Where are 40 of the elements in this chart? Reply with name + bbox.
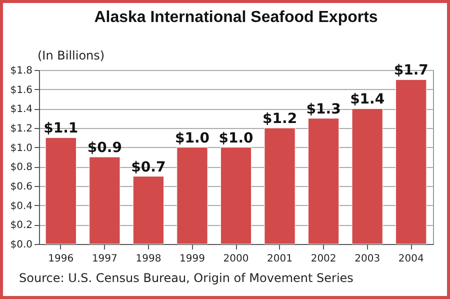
bar [396,79,427,244]
data-label: $1.7 [394,62,428,79]
y-tick-label: $0.0 [10,240,32,250]
y-tick-label: $1.0 [10,142,32,154]
x-tick-label: 2001 [267,254,293,264]
bar [89,156,120,244]
y-tick-label: $1.6 [10,84,32,96]
data-label: $1.0 [174,130,210,146]
y-tick-label: $0.8 [10,162,32,174]
y-tick-label: $0.6 [10,182,32,192]
x-tick-label: 2003 [354,254,380,264]
bar [352,108,383,244]
data-label: $0.9 [87,140,122,156]
y-tick-label: $1.4 [10,104,32,116]
x-tick-label: 1996 [48,254,74,264]
bar [308,118,340,244]
data-label: $1.3 [306,101,341,118]
x-tick-label: 1997 [92,254,118,264]
data-label: $1.4 [350,92,385,108]
data-label: $1.1 [44,120,78,137]
bar [264,128,296,244]
y-tick-label: $0.4 [10,200,32,212]
x-tick-label: 2000 [223,254,249,264]
bar [45,137,76,244]
bar [220,147,252,244]
source-note: Source: U.S. Census Bureau, Origin of Movement Series [19,271,354,285]
x-tick-label: 1998 [136,254,162,264]
data-label: $1.2 [262,111,298,127]
y-tick-label: $1.8 [10,66,32,76]
data-label: $1.0 [218,130,254,146]
y-tick-label: $1.2 [10,124,32,134]
data-label: $0.7 [131,159,166,176]
chart-title: Alaska International Seafood Exports [94,9,378,26]
y-tick-label: $0.2 [10,220,32,232]
x-tick-label: 1999 [179,254,205,264]
y-axis-title: (In Billions) [38,48,105,62]
x-tick-label: 2004 [398,254,424,264]
bar [176,147,208,244]
bar [132,176,164,244]
x-tick-label: 2002 [310,254,336,264]
